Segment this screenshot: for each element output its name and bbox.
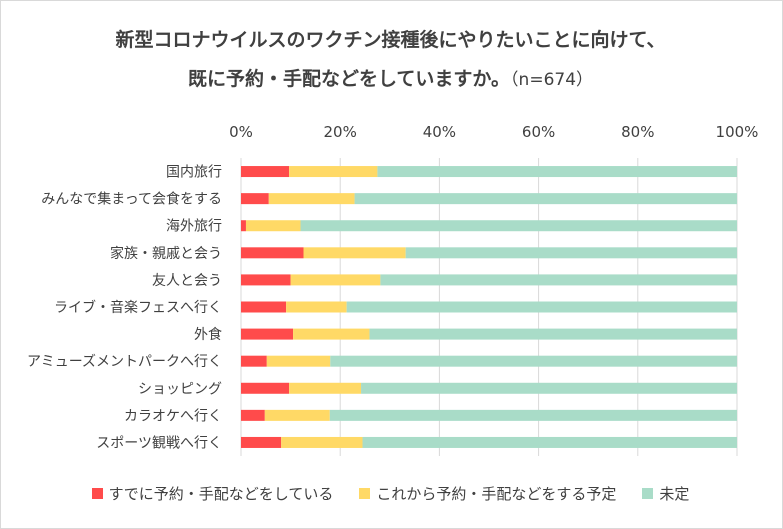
- bar-segment-reserved: [241, 355, 267, 367]
- legend-item-planning: これから予約・手配などをする予定: [359, 483, 616, 504]
- legend-item-reserved: すでに予約・手配などをしている: [91, 483, 334, 504]
- bar-segment-undecided: [330, 355, 737, 367]
- bar-segment-undecided: [405, 247, 737, 259]
- bar-segment-undecided: [329, 409, 737, 421]
- bar-segment-planning: [286, 301, 347, 313]
- chart-title-line2: 既に予約・手配などをしていますか。（n=674）: [187, 68, 594, 90]
- bar-segment-reserved: [241, 247, 304, 259]
- category-label: アミューズメントパークへ行く: [27, 354, 222, 370]
- bar-segment-reserved: [241, 220, 246, 232]
- bar-segment-undecided: [361, 382, 737, 394]
- legend-label-undecided: 未定: [659, 485, 690, 503]
- bar-segment-planning: [293, 328, 370, 340]
- legend-swatch-reserved: [91, 488, 103, 499]
- bar-segment-reserved: [241, 301, 287, 313]
- bar-segment-reserved: [241, 193, 269, 205]
- legend-swatch-undecided: [642, 488, 654, 499]
- x-tick-label: 0%: [229, 123, 253, 141]
- bar-segment-planning: [245, 220, 301, 232]
- category-label: 国内旅行: [166, 165, 222, 181]
- bar-segment-undecided: [377, 166, 737, 178]
- bar-segment-undecided: [346, 301, 737, 313]
- bar-segment-planning: [281, 436, 363, 448]
- category-label: ショッピング: [138, 381, 222, 397]
- legend-swatch-planning: [359, 488, 371, 499]
- category-label: カラオケへ行く: [124, 408, 222, 424]
- bar-segment-planning: [266, 355, 331, 367]
- category-label: みんなで集まって会食をする: [41, 191, 222, 208]
- bar-segment-undecided: [300, 220, 737, 232]
- bar-segment-planning: [289, 166, 378, 178]
- legend-label-planning: これから予約・手配などをする予定: [376, 485, 617, 503]
- bar-segment-planning: [268, 193, 355, 205]
- category-label: 友人と会う: [152, 273, 222, 289]
- bar-segment-undecided: [362, 436, 737, 448]
- bar-segment-reserved: [241, 382, 290, 394]
- category-label: 外食: [194, 326, 222, 343]
- category-label: スポーツ観戦へ行く: [96, 434, 222, 451]
- chart-legend: すでに予約・手配などをしている これから予約・手配などをする予定 未定: [0, 483, 781, 504]
- bar-segment-planning: [289, 382, 362, 394]
- category-label: 海外旅行: [166, 219, 222, 235]
- x-tick-label: 20%: [324, 123, 357, 141]
- x-tick-label: 80%: [621, 123, 654, 141]
- bar-segment-reserved: [241, 409, 265, 421]
- bar-segment-planning: [303, 247, 406, 259]
- bar-segment-reserved: [241, 328, 294, 340]
- legend-item-undecided: 未定: [642, 483, 689, 504]
- category-label: ライブ・音楽フェスへ行く: [54, 299, 222, 316]
- x-tick-label: 100%: [716, 123, 759, 141]
- bar-segment-reserved: [241, 166, 290, 178]
- legend-label-reserved: すでに予約・手配などをしている: [108, 485, 334, 503]
- bar-segment-reserved: [241, 274, 291, 286]
- x-tick-label: 60%: [522, 123, 555, 141]
- sample-size: （n=674）: [510, 70, 594, 90]
- bar-segment-undecided: [354, 193, 737, 205]
- bar-segment-planning: [264, 409, 330, 421]
- category-label: 家族・親戚と会う: [110, 245, 222, 262]
- bar-segment-undecided: [380, 274, 737, 286]
- x-tick-label: 40%: [423, 123, 456, 141]
- bar-segment-planning: [290, 274, 381, 286]
- bar-segment-undecided: [369, 328, 737, 340]
- bar-segment-reserved: [241, 436, 282, 448]
- chart-title-line1: 新型コロナウイルスのワクチン接種後にやりたいことに向けて、: [115, 29, 666, 51]
